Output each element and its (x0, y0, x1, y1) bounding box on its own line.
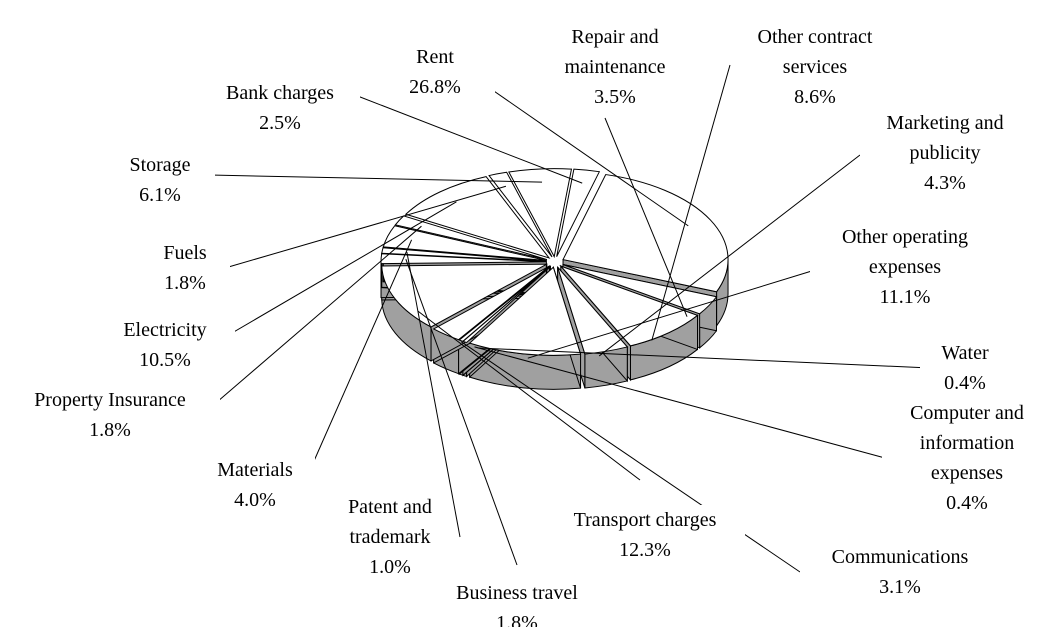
leader-line (477, 347, 931, 369)
slice (556, 168, 601, 257)
slice (557, 266, 629, 355)
slice (404, 176, 551, 259)
slice (458, 266, 551, 342)
category-label: Computer and information expenses (910, 402, 1024, 484)
slice-label: Patent and trademark 1.0% (330, 492, 450, 582)
slice-label: Storage 6.1% (105, 150, 215, 210)
category-label: Storage (129, 154, 191, 176)
value-label: 1.8% (164, 272, 206, 294)
value-label: 4.0% (234, 489, 276, 511)
value-label: 0.4% (946, 492, 988, 514)
category-label: Other contract services (757, 26, 873, 78)
slice-label: Materials 4.0% (195, 455, 315, 515)
value-label: 2.5% (259, 112, 301, 134)
slice (562, 174, 729, 293)
slice-label: Marketing and publicity 4.3% (860, 108, 1030, 198)
value-label: 1.8% (89, 419, 131, 441)
slice-label: Electricity 10.5% (95, 315, 235, 375)
leader-line (477, 79, 689, 227)
slice (468, 266, 582, 356)
slice-label: Other operating expenses 11.1% (810, 222, 1000, 312)
value-label: 3.1% (879, 576, 921, 598)
category-label: Communications (831, 546, 969, 568)
leader-line (527, 269, 816, 359)
category-label: Patent and trademark (348, 496, 432, 548)
category-label: Business travel (456, 582, 578, 604)
slice-label: Transport charges 12.3% (545, 505, 745, 565)
value-label: 8.6% (794, 86, 836, 108)
slice-label: Fuels 1.8% (140, 238, 230, 298)
slice (559, 264, 699, 347)
leader-line (406, 252, 461, 538)
value-label: 3.5% (594, 86, 636, 108)
value-label: 26.8% (409, 76, 461, 98)
slice-label: Repair and maintenance 3.5% (550, 22, 680, 112)
leader-line (604, 117, 688, 317)
slice (432, 265, 550, 341)
leader-line (219, 201, 457, 341)
category-label: Repair and maintenance (564, 26, 666, 78)
slice (381, 263, 547, 328)
slice-label: Rent 26.8% (375, 42, 495, 102)
leader-line (209, 225, 422, 409)
category-label: Water (941, 342, 989, 364)
category-label: Electricity (123, 319, 207, 341)
value-label: 1.0% (369, 556, 411, 578)
leader-line (209, 174, 543, 183)
leader-line (224, 185, 507, 269)
slice-label: Other contract services 8.6% (740, 22, 890, 112)
value-label: 1.8% (496, 612, 538, 627)
value-label: 0.4% (944, 372, 986, 394)
value-label: 4.3% (924, 172, 966, 194)
value-label: 10.5% (139, 349, 191, 371)
category-label: Rent (416, 46, 454, 68)
leader-line (405, 258, 518, 566)
slice (508, 168, 573, 259)
slice (488, 171, 553, 258)
slice-label: Computer and information expenses 0.4% (882, 398, 1045, 518)
slice-label: Water 0.4% (920, 338, 1010, 398)
category-label: Fuels (163, 242, 207, 264)
slice-label: Property Insurance 1.8% (0, 385, 220, 445)
slice-label: Business travel 1.8% (427, 578, 607, 627)
value-label: 12.3% (619, 539, 671, 561)
slice (382, 225, 547, 262)
value-label: 11.1% (879, 286, 931, 308)
category-label: Property Insurance (34, 389, 186, 411)
category-label: Bank charges (226, 82, 334, 104)
leader-line (354, 94, 583, 184)
leader-line (417, 310, 641, 481)
slice (381, 247, 547, 262)
slice-label: Bank charges 2.5% (200, 78, 360, 138)
leader-line (651, 64, 731, 341)
category-label: Other operating expenses (841, 226, 969, 278)
leader-line (474, 346, 886, 459)
category-label: Materials (217, 459, 293, 481)
slice (562, 264, 718, 315)
category-label: Marketing and publicity (886, 112, 1004, 164)
value-label: 6.1% (139, 184, 181, 206)
category-label: Transport charges (573, 509, 717, 531)
leader-line (309, 239, 413, 471)
slice-label: Communications 3.1% (800, 542, 1000, 602)
